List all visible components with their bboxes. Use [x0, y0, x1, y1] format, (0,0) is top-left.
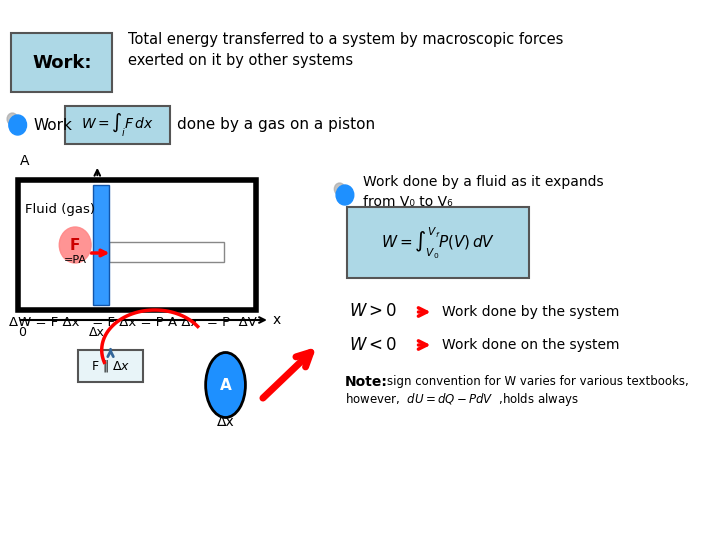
Text: Work:: Work: [32, 54, 91, 72]
Text: F $\|$ $\Delta x$: F $\|$ $\Delta x$ [91, 358, 130, 374]
Text: Δx: Δx [89, 326, 105, 339]
FancyBboxPatch shape [65, 106, 170, 144]
Text: F: F [70, 238, 81, 253]
Circle shape [336, 185, 354, 205]
Text: Work done by the system: Work done by the system [442, 305, 620, 319]
Circle shape [334, 183, 345, 195]
FancyBboxPatch shape [347, 207, 529, 278]
Bar [109, 242, 224, 262]
Text: =PA: =PA [63, 255, 86, 265]
Text: x: x [272, 313, 281, 327]
Text: $W > 0$: $W > 0$ [349, 303, 397, 321]
Text: Work done on the system: Work done on the system [442, 338, 620, 352]
Bar [93, 185, 109, 305]
FancyBboxPatch shape [78, 350, 143, 382]
Text: Fluid (gas): Fluid (gas) [24, 204, 95, 217]
Text: $W < 0$: $W < 0$ [349, 336, 397, 354]
Text: Work: Work [34, 118, 73, 132]
Text: $W = \int_{V_0}^{V_f} P(V)\,dV$: $W = \int_{V_0}^{V_f} P(V)\,dV$ [381, 225, 495, 261]
Text: $W = \int_i F\,dx$: $W = \int_i F\,dx$ [81, 111, 154, 139]
Text: sign convention for W varies for various textbooks,: sign convention for W varies for various… [387, 375, 689, 388]
Text: Note:: Note: [345, 375, 388, 389]
Circle shape [9, 115, 27, 135]
Text: A: A [220, 377, 231, 393]
FancyBboxPatch shape [12, 33, 112, 92]
Circle shape [59, 227, 91, 263]
Circle shape [7, 113, 18, 125]
Text: done by a gas on a piston: done by a gas on a piston [177, 118, 375, 132]
Text: however,  $dU = dQ - PdV$  ,holds always: however, $dU = dQ - PdV$ ,holds always [345, 392, 579, 408]
Ellipse shape [206, 353, 246, 417]
Text: Total energy transferred to a system by macroscopic forces
exerted on it by othe: Total energy transferred to a system by … [128, 32, 564, 68]
Bar [18, 180, 256, 310]
Text: A: A [19, 154, 29, 168]
Text: ΔW = F Δx   = F Δx = P A Δx  = P  ΔV: ΔW = F Δx = F Δx = P A Δx = P ΔV [9, 315, 257, 328]
Text: 0: 0 [18, 326, 26, 339]
Text: Work done by a fluid as it expands
from V₀ to V₆: Work done by a fluid as it expands from … [363, 176, 603, 209]
Text: Δx: Δx [217, 415, 235, 429]
